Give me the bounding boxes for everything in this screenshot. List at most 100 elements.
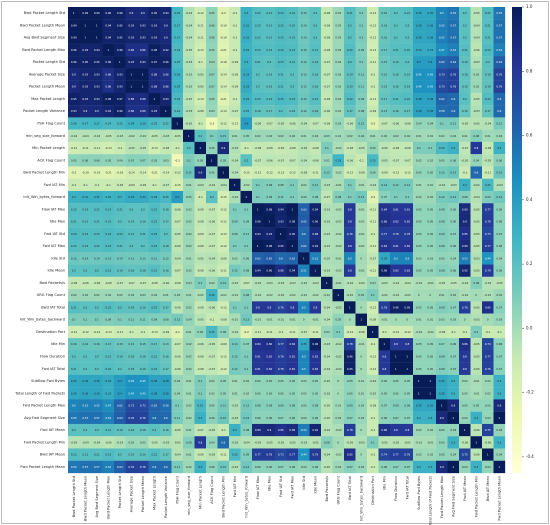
- heatmap-cell: [344, 141, 356, 155]
- cell-annotation: 0.64: [450, 60, 456, 64]
- heatmap-cell: [102, 436, 115, 449]
- heatmap-cell: [68, 203, 80, 216]
- heatmap-cell: [79, 325, 92, 339]
- cell-annotation: -0.19: [220, 36, 227, 40]
- heatmap-cell: [91, 7, 103, 20]
- cell-annotation: 0.08: [473, 281, 479, 285]
- cell-annotation: -0.12: [220, 355, 227, 359]
- heatmap-cell: [470, 227, 483, 241]
- heatmap-cell: [171, 141, 184, 155]
- heatmap-cell: [482, 68, 494, 81]
- cell-annotation: 0.94: [82, 48, 88, 52]
- heatmap-cell: [137, 105, 149, 118]
- cell-annotation: -0.09: [231, 85, 238, 89]
- cell-annotation: -0.03: [323, 342, 330, 346]
- cell-annotation: -0.07: [208, 232, 215, 236]
- heatmap-cell: [447, 154, 460, 167]
- heatmap-cell: [344, 203, 356, 216]
- cell-annotation: 0.99: [82, 11, 88, 15]
- cell-annotation: -0.05: [208, 428, 215, 432]
- heatmap-cell: [102, 203, 115, 216]
- heatmap-cell: [263, 43, 276, 57]
- heatmap-cell: [321, 31, 333, 44]
- heatmap-cell: [482, 264, 494, 277]
- y-tick-label: Flow IAT Max: [42, 207, 66, 211]
- heatmap-cell: [263, 80, 276, 93]
- cell-annotation: 0.29: [174, 85, 180, 89]
- cell-annotation: -0.04: [323, 428, 330, 432]
- cell-annotation: 0.22: [266, 48, 272, 52]
- cell-annotation: -0.02: [335, 220, 342, 224]
- cell-annotation: 0.18: [140, 269, 146, 273]
- cell-annotation: 0.02: [255, 134, 261, 138]
- cell-annotation: 0.18: [393, 72, 399, 76]
- heatmap-cell: [309, 362, 322, 376]
- cell-annotation: 0.03: [128, 293, 134, 297]
- heatmap-cell: [183, 154, 195, 167]
- heatmap-cell: [229, 190, 241, 204]
- heatmap-cell: [309, 117, 322, 130]
- cell-annotation: 0.05: [209, 404, 215, 408]
- cell-annotation: 0.2: [244, 158, 248, 162]
- heatmap-cell: [436, 190, 448, 204]
- cell-annotation: 0.29: [128, 122, 134, 126]
- cell-annotation: -0.01: [277, 318, 284, 322]
- heatmap-cell: [344, 423, 356, 437]
- heatmap-cell: [263, 154, 276, 167]
- heatmap-cell: [447, 80, 460, 93]
- cell-annotation: 0.25: [174, 97, 180, 101]
- cell-annotation: 0.09: [485, 195, 491, 199]
- cell-annotation: 0.1: [440, 122, 444, 126]
- y-tick-label: Init_Win_bytes_forward: [23, 195, 65, 199]
- heatmap-cell: [91, 374, 103, 388]
- heatmap-cell: [424, 19, 437, 32]
- heatmap-cell: [298, 301, 310, 314]
- heatmap-cell: [102, 338, 115, 351]
- heatmap-cell: [447, 289, 460, 302]
- cell-annotation: 0.96: [163, 60, 169, 64]
- heatmap-cell: [137, 301, 149, 314]
- heatmap-cell: [332, 68, 345, 81]
- cell-annotation: -0.12: [369, 23, 376, 27]
- heatmap-cell: [275, 227, 287, 241]
- cell-annotation: -0.06: [289, 122, 296, 126]
- cell-annotation: -0.14: [139, 171, 146, 175]
- heatmap-cell: [470, 313, 483, 326]
- heatmap-cell: [401, 338, 414, 351]
- cell-annotation: 0.19: [347, 85, 353, 89]
- heatmap-cell: [298, 436, 310, 449]
- cell-annotation: 0.23: [255, 97, 261, 101]
- cell-annotation: 0.19: [404, 72, 410, 76]
- heatmap-cell: [171, 338, 184, 351]
- cell-annotation: 0.4: [175, 195, 179, 199]
- heatmap-cell: [378, 19, 391, 32]
- heatmap-cell: [309, 411, 322, 425]
- cell-annotation: -0.03: [473, 109, 480, 113]
- heatmap-cell: [217, 129, 230, 143]
- cell-annotation: 0.01: [358, 379, 364, 383]
- heatmap-cell: [275, 387, 287, 400]
- cell-annotation: -0.02: [335, 367, 342, 371]
- cell-annotation: -0.1: [221, 428, 226, 432]
- heatmap-cell: [183, 80, 195, 93]
- cell-annotation: -0.11: [312, 330, 319, 334]
- heatmap-cell: [137, 92, 149, 106]
- cell-annotation: -0.13: [105, 146, 112, 150]
- cell-annotation: 0.17: [105, 342, 111, 346]
- heatmap-cell: [447, 227, 460, 241]
- heatmap-cell: [493, 350, 506, 363]
- cell-annotation: 0.11: [450, 122, 456, 126]
- cell-annotation: 0.01: [186, 256, 192, 260]
- cell-annotation: 0.36: [416, 23, 422, 27]
- cell-annotation: 0.06: [450, 158, 456, 162]
- heatmap-cell: [194, 19, 207, 32]
- heatmap-cell: [332, 141, 345, 155]
- heatmap-cell: [137, 129, 149, 143]
- cell-annotation: 0.22: [105, 367, 111, 371]
- heatmap-cell: [378, 141, 391, 155]
- cell-annotation: -0.04: [484, 122, 491, 126]
- heatmap-cell: [378, 313, 391, 326]
- heatmap-cell: [413, 399, 425, 412]
- heatmap-cell: [344, 338, 356, 351]
- cell-annotation: -0.01: [254, 318, 261, 322]
